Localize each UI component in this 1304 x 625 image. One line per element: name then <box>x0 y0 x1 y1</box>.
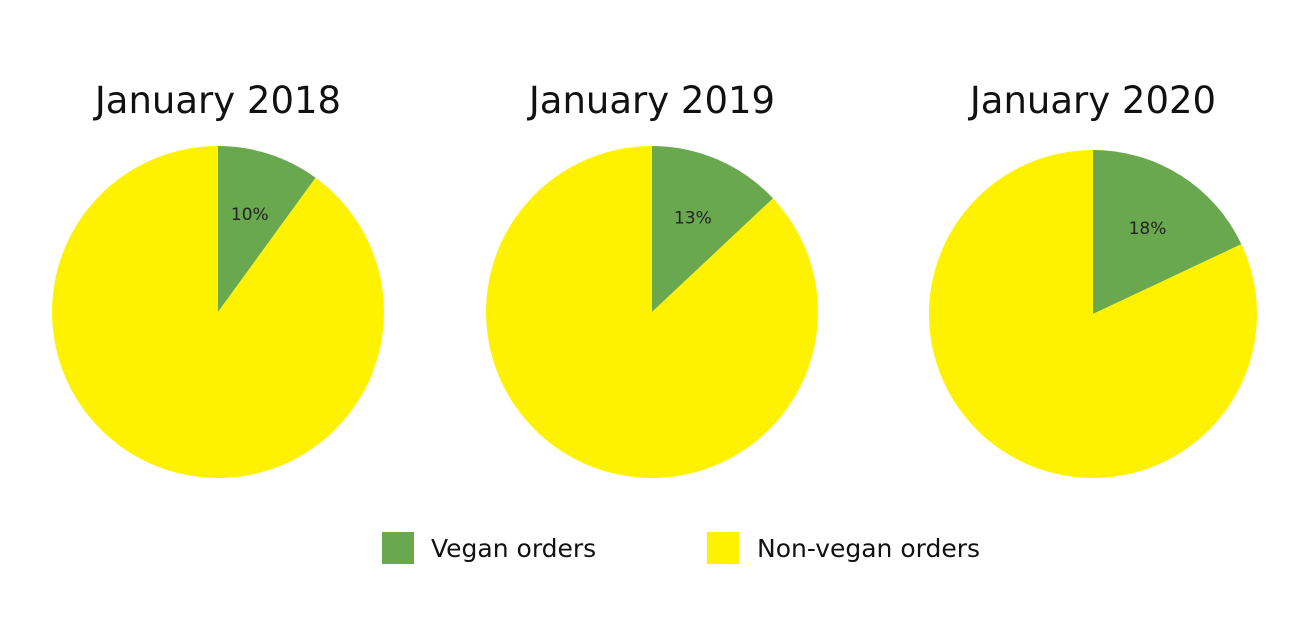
slice-data-label: 13% <box>674 209 712 229</box>
pie-title: January 2019 <box>527 79 775 122</box>
legend-swatch-non-vegan-orders <box>707 532 739 564</box>
pie-slice-vegan-orders <box>652 146 774 312</box>
pie-slice-non-vegan-orders <box>51 146 384 478</box>
pie-slice-vegan-orders <box>1093 150 1242 314</box>
pie-chart-2: January 2019 13% <box>485 79 818 478</box>
pie-slice-non-vegan-orders <box>485 146 818 478</box>
legend-label-non-vegan-orders: Non-vegan orders <box>757 534 980 563</box>
pie-title: January 2018 <box>93 79 341 122</box>
slice-data-label: 10% <box>231 205 269 225</box>
pie-slice-vegan-orders <box>218 146 316 312</box>
pie-slice-non-vegan-orders <box>928 150 1257 478</box>
legend: Vegan orders Non-vegan orders <box>382 532 980 564</box>
pie-chart-3: January 2020 18% <box>928 79 1257 478</box>
legend-label-vegan-orders: Vegan orders <box>431 534 596 563</box>
legend-swatch-vegan-orders <box>382 532 414 564</box>
pie-chart-1: January 2018 10% <box>51 79 384 478</box>
pie-title: January 2020 <box>968 79 1216 122</box>
slice-data-label: 18% <box>1129 219 1167 239</box>
